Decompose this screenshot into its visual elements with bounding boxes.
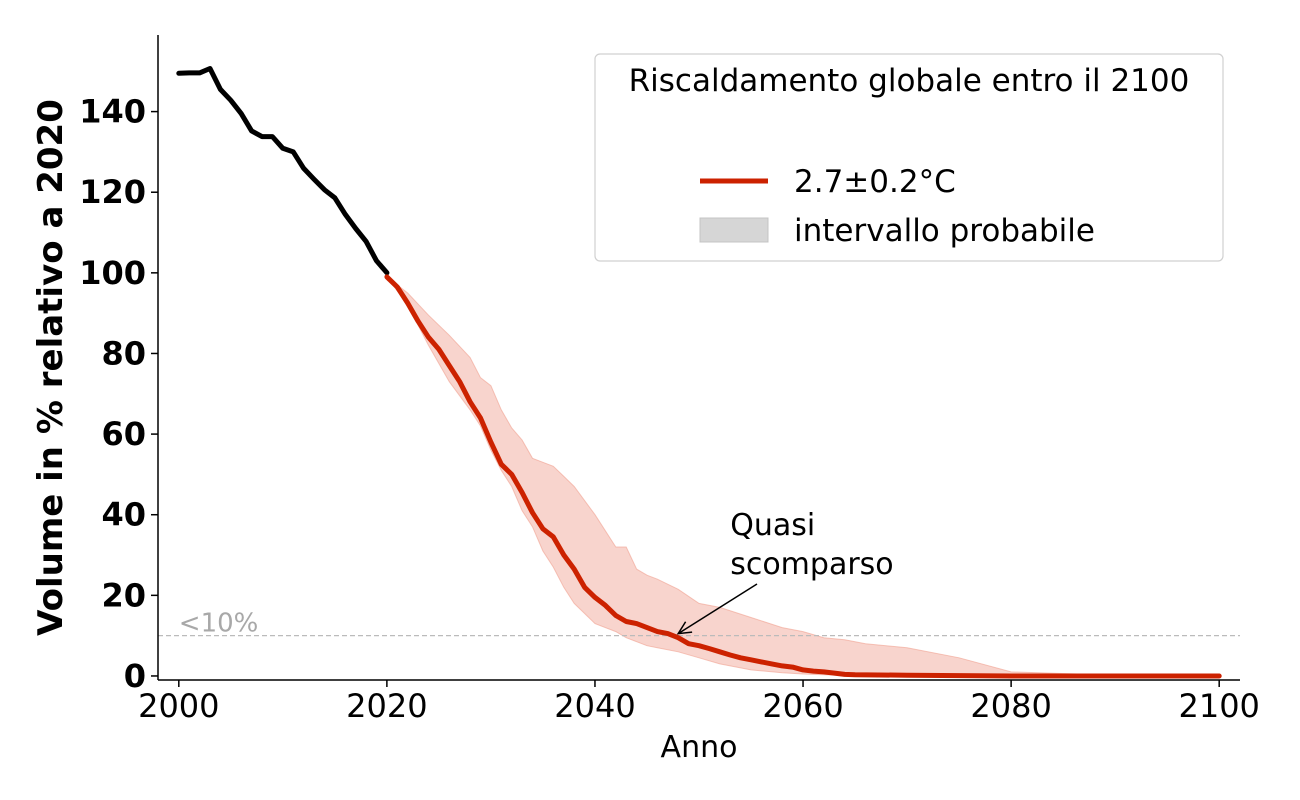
y-tick-label: 120 (79, 173, 146, 211)
y-tick-label: 0 (124, 657, 146, 695)
x-tick-label: 2020 (346, 687, 427, 725)
legend-title: Riscaldamento globale entro il 2100 (629, 63, 1190, 99)
y-tick-label: 80 (101, 334, 146, 372)
x-tick-label: 2080 (970, 687, 1051, 725)
x-axis-label: Anno (661, 730, 738, 765)
annotation-text: Quasi (730, 508, 815, 543)
legend-label: 2.7±0.2°C (794, 164, 956, 200)
series-line-observed (176, 66, 390, 276)
y-tick-label: 140 (79, 93, 146, 131)
threshold-label: <10% (179, 609, 259, 639)
y-axis-label: Volume in % relativo a 2020 (31, 99, 71, 636)
y-tick-label: 100 (79, 254, 146, 292)
y-tick-label: 60 (101, 415, 146, 453)
x-tick-label: 2040 (554, 687, 635, 725)
x-tick-label: 2060 (762, 687, 843, 725)
annotation-arrow (677, 583, 758, 635)
y-tick-label: 40 (101, 496, 146, 534)
y-tick-label: 20 (101, 576, 146, 614)
legend-label: intervallo probabile (794, 213, 1095, 249)
legend-box (594, 53, 1224, 262)
x-tick-label: 2100 (1178, 687, 1259, 725)
legend-band-swatch (699, 217, 769, 243)
x-tick-label: 2000 (138, 687, 219, 725)
annotation-text: scomparso (730, 547, 893, 582)
annotation-arrowhead (676, 621, 693, 635)
series-line-projection (384, 274, 1222, 679)
